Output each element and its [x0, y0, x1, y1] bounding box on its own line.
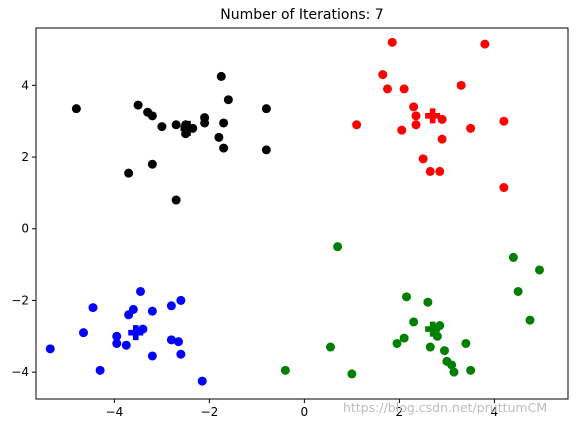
y-tick-label: −4: [11, 365, 29, 379]
centroid-marker: [180, 120, 196, 136]
data-point: [409, 102, 419, 112]
data-point: [171, 195, 181, 205]
data-point: [535, 265, 544, 275]
data-point: [121, 340, 131, 350]
data-point: [216, 71, 226, 81]
data-point: [480, 39, 490, 49]
data-point: [133, 100, 143, 110]
centroid-marker: [425, 321, 441, 337]
data-point: [437, 134, 447, 144]
data-point: [171, 120, 181, 130]
y-tick-label: 4: [21, 78, 29, 92]
data-point: [425, 166, 435, 176]
data-point: [176, 295, 186, 305]
centroid-marker: [128, 325, 144, 341]
data-point: [466, 365, 476, 375]
data-point: [219, 143, 229, 153]
data-point: [461, 338, 471, 348]
data-point: [112, 331, 122, 341]
data-point: [174, 337, 183, 347]
data-point: [147, 306, 157, 316]
data-point: [423, 297, 433, 307]
data-point: [157, 122, 167, 132]
watermark-text: https://blog.csdn.net/pruttumCM: [343, 400, 548, 415]
data-point: [79, 328, 88, 338]
data-point: [88, 303, 98, 313]
data-point: [352, 120, 362, 130]
data-point: [392, 338, 402, 348]
data-point: [71, 104, 81, 114]
x-tick-label: 4: [491, 405, 499, 419]
data-point: [147, 111, 157, 121]
data-point: [176, 349, 186, 359]
x-tick-label: −2: [201, 405, 219, 419]
data-point: [223, 95, 233, 105]
data-point: [147, 351, 157, 361]
data-point: [397, 125, 407, 135]
data-point: [333, 242, 343, 252]
data-point: [440, 346, 449, 356]
chart-title: Number of Iterations: 7: [220, 7, 383, 23]
x-tick-label: 2: [396, 405, 404, 419]
data-point: [219, 118, 229, 128]
data-point: [411, 111, 421, 121]
plot-frame: [35, 27, 569, 400]
data-point: [513, 286, 523, 296]
data-point: [45, 344, 55, 354]
axis-ticks: −4 −2 0 2 4 −4 −2 0 2 4: [11, 78, 498, 419]
data-point: [347, 369, 357, 379]
y-tick-label: −2: [11, 293, 29, 307]
data-point: [387, 37, 397, 47]
data-point: [499, 116, 509, 126]
data-point: [166, 301, 176, 311]
data-point: [409, 317, 419, 327]
data-point: [214, 132, 224, 142]
data-point: [411, 120, 421, 130]
data-point: [136, 286, 145, 296]
data-point: [261, 145, 271, 155]
data-point: [525, 315, 535, 325]
data-point: [383, 84, 392, 94]
data-point: [147, 159, 157, 169]
x-tick-label: −4: [106, 405, 124, 419]
data-point: [112, 338, 122, 348]
data-point: [166, 335, 176, 345]
data-point: [399, 333, 409, 343]
data-point: [95, 365, 105, 375]
data-point: [399, 84, 409, 94]
data-point: [435, 166, 445, 176]
data-point: [197, 376, 207, 386]
data-point: [425, 342, 435, 352]
data-point: [280, 365, 290, 375]
data-point: [124, 168, 134, 178]
data-point: [378, 70, 388, 80]
y-tick-label: 2: [21, 150, 29, 164]
data-point: [449, 367, 459, 377]
data-point: [261, 104, 271, 114]
data-point: [499, 183, 509, 193]
data-point: [128, 304, 138, 314]
data-marks: [45, 37, 544, 386]
data-point: [200, 118, 210, 128]
data-point: [326, 342, 335, 352]
data-point: [456, 80, 466, 90]
centroid-marker: [425, 108, 441, 124]
x-tick-label: 0: [301, 405, 309, 419]
data-point: [508, 252, 518, 262]
data-point: [447, 360, 457, 370]
y-tick-label: 0: [21, 222, 29, 236]
data-point: [418, 154, 428, 164]
data-point: [466, 123, 476, 133]
data-point: [402, 292, 411, 302]
